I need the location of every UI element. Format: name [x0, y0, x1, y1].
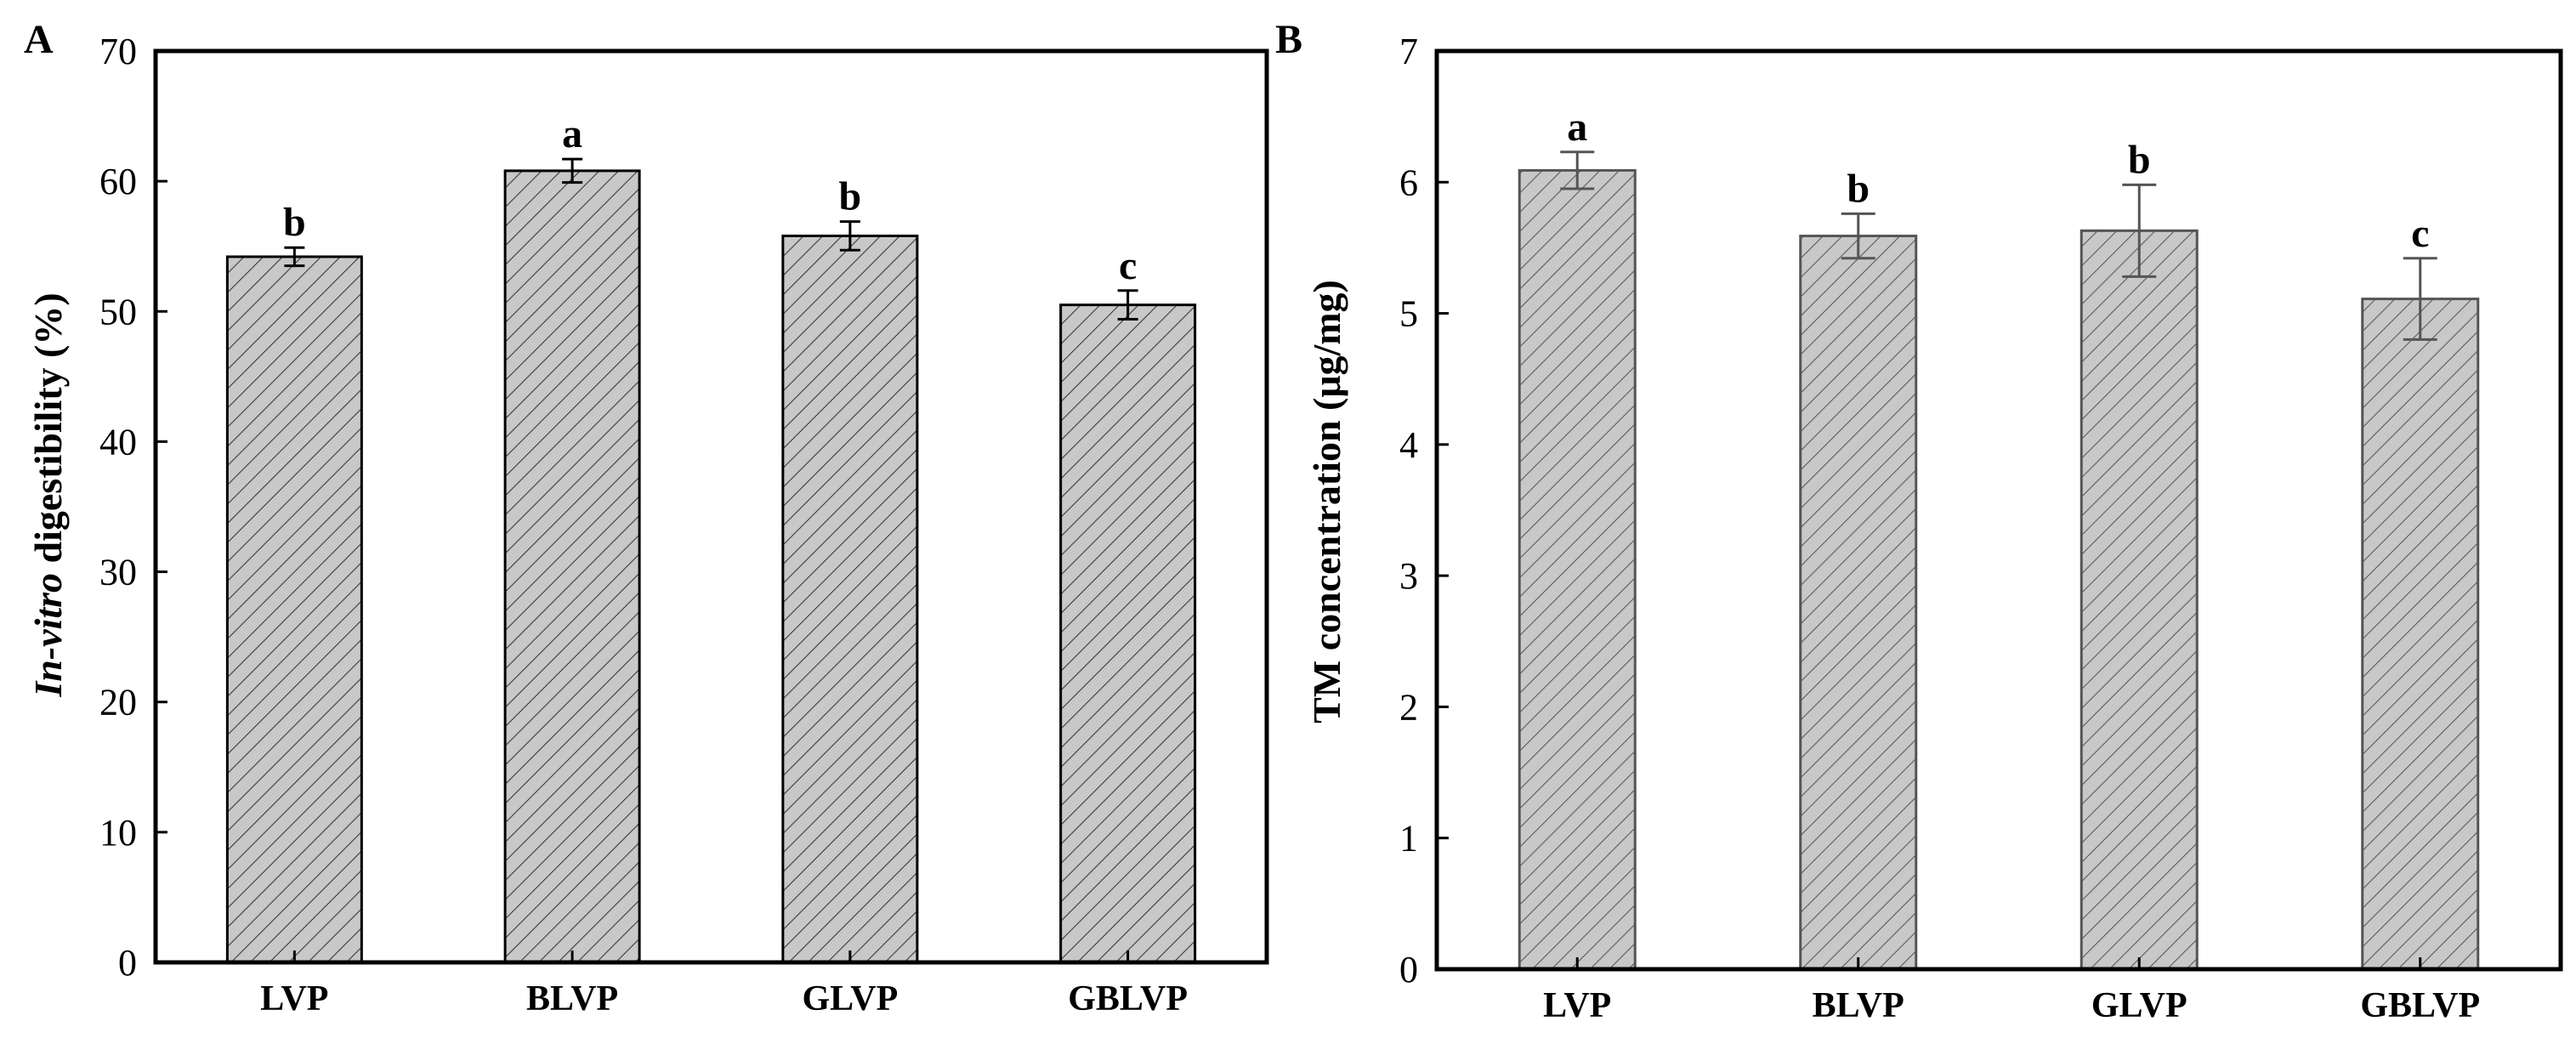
- panel-b-bar-blvp: [1799, 235, 1918, 971]
- panel-a-y-tick-label: 70: [99, 31, 137, 72]
- panel-b-error-bar-lvp: [1560, 150, 1595, 190]
- panel-a-y-tick-label: 50: [99, 291, 137, 332]
- panel-a-error-bar-blvp: [562, 157, 583, 184]
- panel-b-y-axis-title: TM concentration (μg/mg): [1305, 280, 1348, 723]
- panel-a-plot-frame: [153, 48, 1269, 965]
- panel-b-y-tick-label: 2: [1399, 686, 1418, 728]
- panel-b-bar-gblvp: [2361, 298, 2480, 971]
- panel-a-y-tick-label: 40: [99, 421, 137, 462]
- panel-b-x-tick-label-glvp: GLVP: [2091, 986, 2187, 1025]
- panel-a: A In-vitro digestibility (%) b LVP a BLVP b G…: [24, 17, 1269, 1018]
- panel-a-significance-blvp: a: [562, 111, 582, 156]
- panel-b-plot-frame: [1434, 48, 2563, 972]
- panel-a-y-tick-label: 30: [99, 552, 137, 593]
- panel-a-bar-gblvp: [1059, 304, 1197, 964]
- panel-b-y-tick-label: 3: [1399, 555, 1418, 597]
- panel-a-x-tick-label-glvp: GLVP: [802, 979, 898, 1018]
- panel-a-significance-gblvp: c: [1119, 243, 1137, 288]
- panel-b-y-tick-label: 4: [1399, 424, 1418, 466]
- panel-b-y-tick-label: 7: [1399, 31, 1418, 72]
- panel-a-x-tick-label-gblvp: GBLVP: [1068, 979, 1188, 1018]
- panel-b: B TM concentration (μg/mg) a LVP b BLVP b GLV…: [1275, 17, 2563, 1025]
- panel-b-error-bar-gblvp: [2403, 257, 2437, 341]
- panel-a-error-bar-gblvp: [1117, 289, 1138, 321]
- panel-b-error-bar-blvp: [1841, 212, 1875, 260]
- panel-b-plot: a LVP b BLVP b GLVP c GBLVP 0 1 2 3 4 5 6 7: [1399, 31, 2563, 1025]
- panel-a-y-tick-label: 0: [118, 942, 137, 984]
- panel-a-x-tick-label-lvp: LVP: [260, 979, 328, 1018]
- panel-b-significance-blvp: b: [1847, 166, 1870, 211]
- panel-a-label: A: [24, 17, 54, 62]
- panel-a-plot: b LVP a BLVP b GLVP c GBLVP 0 10 20 30 40 50 60 70: [99, 31, 1269, 1018]
- panel-b-y-tick-label: 0: [1399, 949, 1418, 990]
- panel-b-bar-glvp: [2080, 229, 2199, 971]
- panel-a-error-bar-lvp: [284, 246, 305, 268]
- panel-a-significance-glvp: b: [839, 174, 862, 219]
- panel-a-y-axis-title-italic: In-vitro: [26, 573, 70, 698]
- panel-a-bar-lvp: [225, 255, 363, 964]
- panel-a-y-tick-label: 20: [99, 682, 137, 723]
- panel-a-x-tick-label-blvp: BLVP: [526, 979, 618, 1018]
- panel-b-x-tick-label-lvp: LVP: [1543, 986, 1611, 1025]
- panel-b-label: B: [1275, 17, 1302, 62]
- panel-b-x-tick-label-gblvp: GBLVP: [2360, 986, 2480, 1025]
- panel-b-y-tick-label: 5: [1399, 293, 1418, 335]
- panel-a-bar-blvp: [503, 169, 641, 964]
- panel-b-error-bar-glvp: [2122, 183, 2157, 278]
- panel-a-y-axis-title: In-vitro digestibility (%): [26, 292, 70, 697]
- panel-b-significance-gblvp: c: [2411, 211, 2429, 256]
- panel-a-significance-lvp: b: [283, 200, 306, 245]
- panel-b-significance-glvp: b: [2128, 137, 2151, 182]
- panel-b-significance-lvp: a: [1567, 105, 1587, 150]
- panel-a-bar-glvp: [781, 234, 919, 964]
- panel-b-y-tick-label: 6: [1399, 162, 1418, 203]
- panel-b-y-tick-label: 1: [1399, 818, 1418, 860]
- panel-b-x-tick-label-blvp: BLVP: [1813, 986, 1904, 1025]
- panel-a-y-tick-label: 10: [99, 812, 137, 854]
- panel-b-bar-lvp: [1518, 168, 1637, 971]
- panel-a-error-bar-glvp: [839, 220, 860, 252]
- panel-a-y-axis-title-rest: digestibility (%): [26, 292, 70, 573]
- panel-a-y-tick-label: 60: [99, 161, 137, 202]
